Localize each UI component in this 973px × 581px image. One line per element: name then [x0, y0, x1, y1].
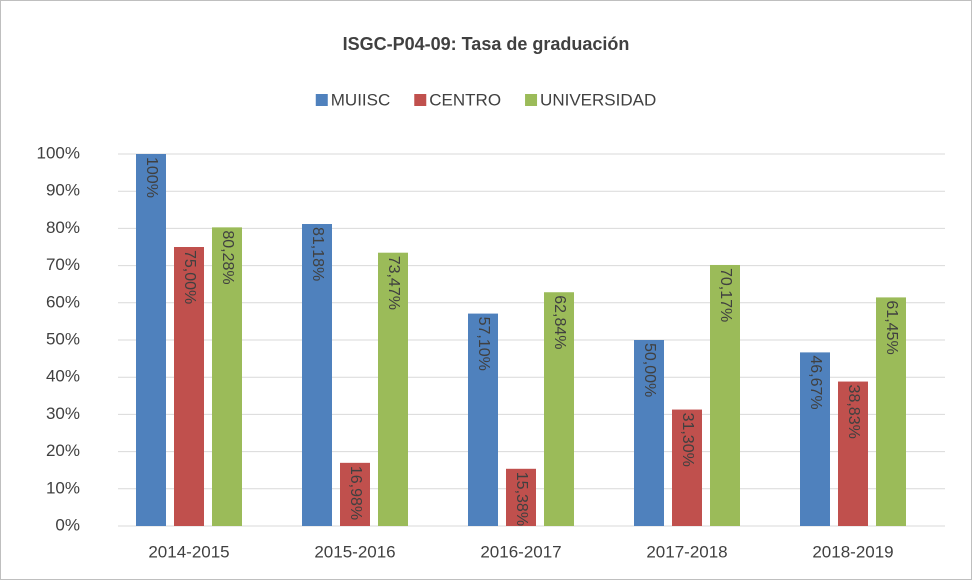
y-tick-label: 100%	[37, 143, 80, 162]
data-label: 61,45%	[883, 300, 900, 354]
bar	[302, 224, 332, 526]
legend-label: MUIISC	[331, 90, 391, 109]
data-label: 57,10%	[475, 317, 492, 371]
y-tick-label: 10%	[46, 478, 80, 497]
bar	[212, 227, 242, 526]
bar	[544, 292, 574, 526]
data-label: 16,98%	[347, 466, 364, 520]
y-tick-label: 0%	[55, 515, 80, 534]
data-label: 73,47%	[385, 256, 402, 310]
legend-swatch	[315, 94, 328, 106]
y-tick-label: 80%	[46, 218, 80, 237]
data-label: 75,00%	[181, 250, 198, 304]
x-tick-label: 2015-2016	[314, 542, 395, 561]
data-label: 80,28%	[219, 230, 236, 284]
legend-swatch	[414, 94, 427, 106]
bar	[378, 252, 408, 527]
y-tick-label: 90%	[46, 181, 80, 200]
y-tick-label: 50%	[46, 329, 80, 348]
x-tick-label: 2014-2015	[148, 542, 229, 561]
bar	[174, 247, 204, 526]
bar	[340, 462, 370, 526]
bar	[876, 297, 906, 526]
x-tick-label: 2016-2017	[480, 542, 561, 561]
bar	[136, 154, 166, 526]
chart-title: ISGC-P04-09: Tasa de graduación	[343, 34, 630, 54]
bar	[672, 409, 702, 526]
bar	[710, 264, 740, 526]
bar	[506, 468, 536, 526]
bar	[468, 313, 498, 526]
legend-label: CENTRO	[429, 90, 501, 109]
bar	[838, 381, 868, 526]
data-label: 38,83%	[845, 385, 862, 439]
legend-swatch	[525, 94, 538, 106]
data-label: 81,18%	[309, 227, 326, 281]
data-label: 31,30%	[679, 413, 696, 467]
y-tick-label: 30%	[46, 404, 80, 423]
y-tick-label: 20%	[46, 441, 80, 460]
x-tick-label: 2017-2018	[646, 542, 727, 561]
x-tick-label: 2018-2019	[812, 542, 893, 561]
y-tick-label: 70%	[46, 255, 80, 274]
data-label: 70,17%	[717, 268, 734, 322]
legend-label: UNIVERSIDAD	[540, 90, 656, 109]
data-label: 15,38%	[513, 472, 530, 526]
bar	[634, 340, 664, 526]
y-tick-label: 60%	[46, 292, 80, 311]
bar	[800, 352, 830, 526]
data-label: 50,00%	[641, 343, 658, 397]
data-label: 46,67%	[807, 355, 824, 409]
data-label: 100%	[143, 157, 160, 198]
data-label: 62,84%	[551, 295, 568, 349]
y-tick-label: 40%	[46, 367, 80, 386]
